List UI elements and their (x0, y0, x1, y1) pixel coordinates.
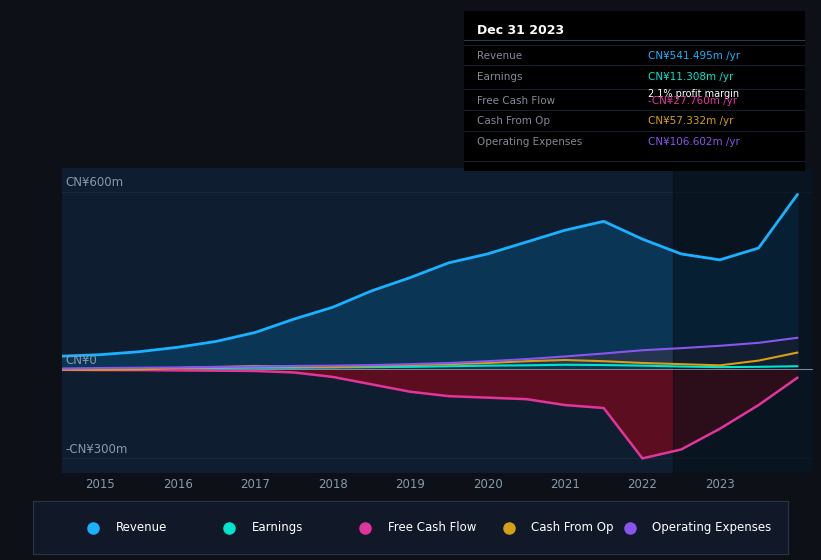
Text: 2.1% profit margin: 2.1% profit margin (648, 89, 739, 99)
Text: Earnings: Earnings (478, 72, 523, 82)
Text: CN¥106.602m /yr: CN¥106.602m /yr (648, 137, 740, 147)
Text: Operating Expenses: Operating Expenses (478, 137, 583, 147)
Bar (673, 168, 813, 473)
Text: Free Cash Flow: Free Cash Flow (478, 96, 556, 106)
Text: CN¥0: CN¥0 (66, 354, 97, 367)
Text: CN¥600m: CN¥600m (66, 176, 124, 189)
Text: Operating Expenses: Operating Expenses (652, 521, 772, 534)
Text: CN¥11.308m /yr: CN¥11.308m /yr (648, 72, 733, 82)
Text: Earnings: Earnings (252, 521, 303, 534)
Text: Free Cash Flow: Free Cash Flow (388, 521, 476, 534)
Text: CN¥57.332m /yr: CN¥57.332m /yr (648, 116, 733, 127)
Text: Revenue: Revenue (478, 51, 523, 61)
Text: Cash From Op: Cash From Op (478, 116, 551, 127)
Text: Revenue: Revenue (116, 521, 167, 534)
Text: -CN¥300m: -CN¥300m (66, 443, 128, 456)
Text: Cash From Op: Cash From Op (531, 521, 614, 534)
Text: -CN¥27.760m /yr: -CN¥27.760m /yr (648, 96, 737, 106)
Text: Dec 31 2023: Dec 31 2023 (478, 24, 565, 37)
Text: CN¥541.495m /yr: CN¥541.495m /yr (648, 51, 740, 61)
